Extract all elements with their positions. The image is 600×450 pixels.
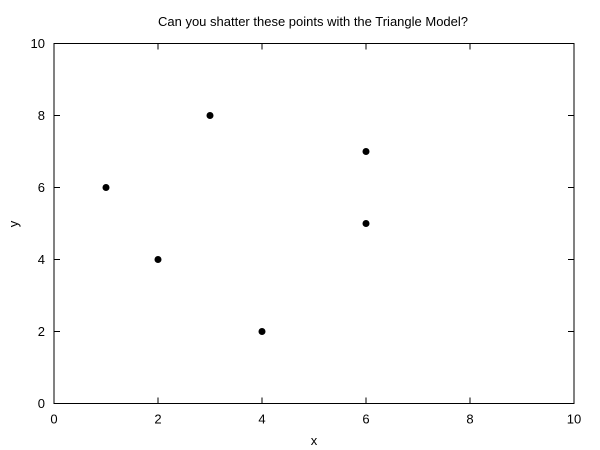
x-tick-label: 10 <box>567 412 581 427</box>
plot-area <box>53 43 575 404</box>
x-axis-label: x <box>311 433 318 448</box>
x-tick-label: 0 <box>50 412 57 427</box>
data-point <box>362 220 370 227</box>
chart-title: Can you shatter these points with the Tr… <box>158 14 468 29</box>
y-axis-label: y <box>6 220 21 227</box>
data-point <box>154 256 162 263</box>
y-tick-label: 10 <box>31 36 45 51</box>
x-tick-label: 4 <box>258 412 265 427</box>
x-axis: 0 2 4 6 8 10 <box>50 43 581 427</box>
y-tick-label: 0 <box>38 396 45 411</box>
data-point <box>102 184 110 191</box>
x-tick-label: 6 <box>362 412 369 427</box>
y-tick-label: 8 <box>38 108 45 123</box>
data-point <box>362 148 370 155</box>
x-tick-label: 8 <box>466 412 473 427</box>
data-point <box>258 328 266 335</box>
y-tick-label: 2 <box>38 324 45 339</box>
data-points <box>102 112 370 335</box>
data-point <box>206 112 214 119</box>
x-tick-label: 2 <box>154 412 161 427</box>
y-tick-label: 6 <box>38 180 45 195</box>
y-axis: 0 2 4 6 8 10 <box>31 36 574 411</box>
y-tick-label: 4 <box>38 252 45 267</box>
